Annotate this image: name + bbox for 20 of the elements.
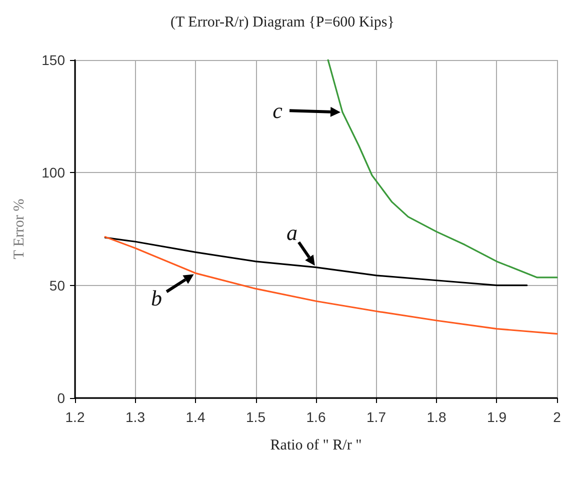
x-tick-label: 1.5 [246,409,266,425]
x-tick-label: 1.3 [126,409,146,425]
x-tick-label: 1.7 [366,409,386,425]
chart-title: (T Error-R/r) Diagram {P=600 Kips} [170,14,394,30]
y-tick-label: 150 [42,52,66,68]
y-tick-label: 0 [57,390,66,406]
y-axis-title: T Error % [12,198,28,260]
x-tick-label: 1.6 [306,409,326,425]
annotation: c [272,98,283,123]
x-axis-title: Ratio of " R/r " [270,438,362,454]
y-tick-label: 50 [49,277,66,294]
annotation: b [151,286,162,311]
x-tick-label: 1.4 [186,409,206,425]
x-tick-label: 1.9 [487,409,507,425]
x-tick-label: 1.8 [426,409,446,425]
line-series [327,59,558,278]
annotation: a [286,220,298,245]
y-tick-label: 100 [42,164,66,181]
x-tick-label: 1.2 [65,409,85,425]
x-tick-label: 2 [553,409,562,425]
